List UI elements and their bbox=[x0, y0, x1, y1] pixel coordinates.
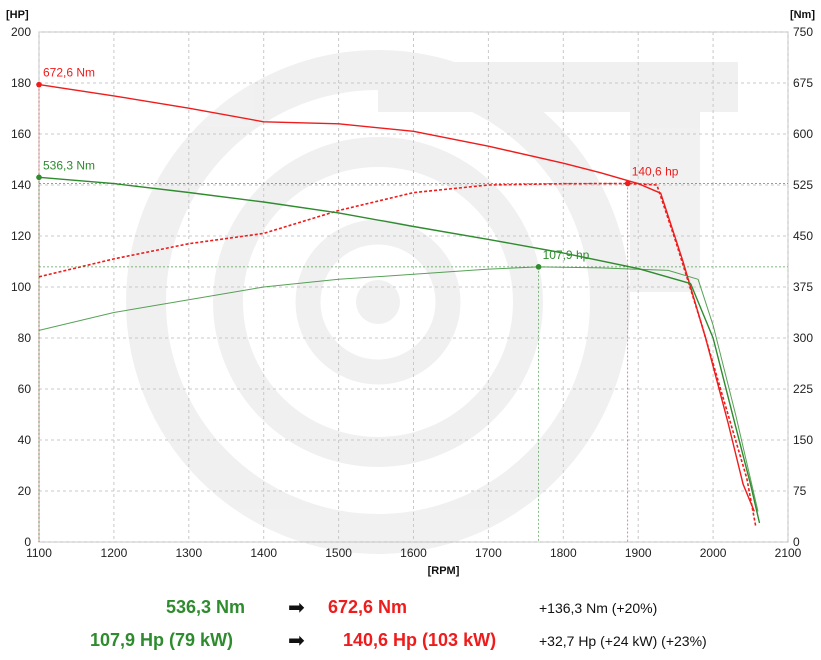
x-tick-label: 2000 bbox=[700, 546, 727, 560]
y-left-tick-label: 140 bbox=[11, 178, 31, 192]
peak-marker bbox=[36, 81, 42, 88]
x-tick-label: 1800 bbox=[550, 546, 577, 560]
y-right-tick-label: 75 bbox=[793, 484, 807, 498]
y-left-tick-label: 0 bbox=[24, 535, 31, 549]
y-left-unit: [HP] bbox=[6, 9, 29, 21]
dyno-chart: 1100 1200 1300 1400 1500 1600 1700 1800 1900 2000… bbox=[6, 9, 815, 577]
y-left-tick-label: 80 bbox=[18, 331, 32, 345]
torque-tuned: 672,6 Nm bbox=[328, 597, 408, 617]
peak-label: 107,9 hp bbox=[543, 248, 590, 262]
x-tick-label: 1400 bbox=[250, 546, 277, 560]
y-right-unit: [Nm] bbox=[790, 9, 815, 21]
y-left-tick-label: 60 bbox=[18, 382, 32, 396]
power-summary: 107,9 Hp (79 kW) ➡ 140,6 Hp (103 kW) +32… bbox=[0, 630, 821, 658]
y-right-tick-label: 525 bbox=[793, 178, 813, 192]
y-left-tick-label: 200 bbox=[11, 25, 31, 39]
power-stock: 107,9 Hp (79 kW) bbox=[90, 630, 234, 650]
x-unit: [RPM] bbox=[428, 565, 460, 577]
x-tick-label: 2100 bbox=[775, 546, 802, 560]
y-right-tick-label: 450 bbox=[793, 229, 813, 243]
y-left-tick-label: 120 bbox=[11, 229, 31, 243]
torque-summary: 536,3 Nm ➡ 672,6 Nm +136,3 Nm (+20%) bbox=[0, 597, 821, 625]
peak-marker bbox=[535, 264, 542, 270]
x-tick-label: 1300 bbox=[175, 546, 202, 560]
torque-stock: 536,3 Nm bbox=[166, 597, 246, 617]
x-tick-label: 1600 bbox=[400, 546, 427, 560]
torque-diff: +136,3 Nm (+20%) bbox=[539, 600, 658, 616]
x-tick-label: 1900 bbox=[625, 546, 652, 560]
y-right-tick-label: 0 bbox=[793, 535, 800, 549]
x-tick-label: 1200 bbox=[101, 546, 128, 560]
y-left-tick-label: 160 bbox=[11, 127, 31, 141]
peak-marker bbox=[36, 174, 42, 181]
power-tuned: 140,6 Hp (103 kW) bbox=[343, 630, 497, 650]
watermark-logo bbox=[126, 50, 738, 554]
y-right-tick-label: 300 bbox=[793, 331, 813, 345]
y-right-tick-label: 600 bbox=[793, 127, 813, 141]
y-right-tick-label: 375 bbox=[793, 280, 813, 294]
peak-label: 536,3 Nm bbox=[43, 158, 95, 172]
y-left-tick-label: 20 bbox=[18, 484, 32, 498]
x-tick-label: 1100 bbox=[26, 546, 52, 560]
y-right-tick-label: 150 bbox=[793, 433, 813, 447]
x-tick-label: 1500 bbox=[325, 546, 352, 560]
peak-label: 140,6 hp bbox=[632, 164, 679, 178]
series-line-0 bbox=[38, 83, 755, 512]
arrow-icon: ➡ bbox=[288, 597, 305, 619]
arrow-icon: ➡ bbox=[288, 630, 305, 652]
y-left-tick-label: 180 bbox=[11, 76, 31, 90]
x-tick-label: 1700 bbox=[475, 546, 502, 560]
series-line-3 bbox=[38, 266, 759, 512]
y-right-tick-label: 750 bbox=[793, 25, 813, 39]
y-left-tick-label: 40 bbox=[18, 433, 32, 447]
y-right-tick-label: 225 bbox=[793, 382, 813, 396]
y-right-tick-label: 675 bbox=[793, 76, 813, 90]
power-diff: +32,7 Hp (+24 kW) (+23%) bbox=[539, 633, 707, 649]
y-left-tick-label: 100 bbox=[11, 280, 31, 294]
series-line-2 bbox=[38, 176, 761, 524]
peak-marker bbox=[624, 180, 631, 187]
peak-label: 672,6 Nm bbox=[43, 66, 95, 80]
